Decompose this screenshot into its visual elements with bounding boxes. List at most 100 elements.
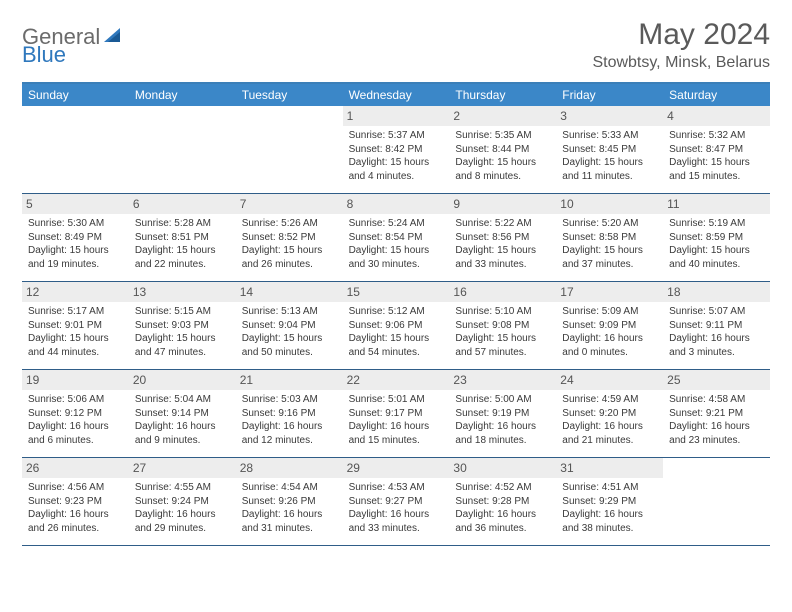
day-number: 8 (343, 194, 450, 214)
day-number: 20 (129, 370, 236, 390)
day-info: Sunrise: 4:58 AMSunset: 9:21 PMDaylight:… (667, 393, 766, 447)
calendar-cell: 12 Sunrise: 5:17 AMSunset: 9:01 PMDayligh… (22, 282, 129, 370)
day-info: Sunrise: 5:33 AMSunset: 8:45 PMDaylight:… (560, 129, 659, 183)
calendar-cell: 15 Sunrise: 5:12 AMSunset: 9:06 PMDayligh… (343, 282, 450, 370)
day-number: 12 (22, 282, 129, 302)
calendar-cell: 29 Sunrise: 4:53 AMSunset: 9:27 PMDayligh… (343, 458, 450, 546)
calendar-cell: 22 Sunrise: 5:01 AMSunset: 9:17 PMDayligh… (343, 370, 450, 458)
calendar-cell: 21 Sunrise: 5:03 AMSunset: 9:16 PMDayligh… (236, 370, 343, 458)
day-info: Sunrise: 4:56 AMSunset: 9:23 PMDaylight:… (26, 481, 125, 535)
weekday-header: Thursday (449, 84, 556, 106)
day-info: Sunrise: 4:55 AMSunset: 9:24 PMDaylight:… (133, 481, 232, 535)
day-number: 7 (236, 194, 343, 214)
day-number: 24 (556, 370, 663, 390)
day-info: Sunrise: 5:09 AMSunset: 9:09 PMDaylight:… (560, 305, 659, 359)
day-number: 19 (22, 370, 129, 390)
day-number: 15 (343, 282, 450, 302)
weekday-header: Saturday (663, 84, 770, 106)
day-number: 30 (449, 458, 556, 478)
day-info: Sunrise: 5:06 AMSunset: 9:12 PMDaylight:… (26, 393, 125, 447)
day-info: Sunrise: 5:00 AMSunset: 9:19 PMDaylight:… (453, 393, 552, 447)
calendar-cell: 24 Sunrise: 4:59 AMSunset: 9:20 PMDayligh… (556, 370, 663, 458)
day-number: 16 (449, 282, 556, 302)
day-info: Sunrise: 4:54 AMSunset: 9:26 PMDaylight:… (240, 481, 339, 535)
logo-text-blue: Blue (22, 42, 66, 67)
day-number: 29 (343, 458, 450, 478)
month-title: May 2024 (592, 18, 770, 52)
calendar-cell: 25Sunrise: 4:58 AMSunset: 9:21 PMDayligh… (663, 370, 770, 458)
day-info: Sunrise: 5:07 AMSunset: 9:11 PMDaylight:… (667, 305, 766, 359)
calendar-cell: 30Sunrise: 4:52 AMSunset: 9:28 PMDayligh… (449, 458, 556, 546)
calendar-cell: 3Sunrise: 5:33 AMSunset: 8:45 PMDaylight… (556, 106, 663, 194)
day-info: Sunrise: 5:15 AMSunset: 9:03 PMDaylight:… (133, 305, 232, 359)
day-info: Sunrise: 4:59 AMSunset: 9:20 PMDaylight:… (560, 393, 659, 447)
day-info: Sunrise: 5:24 AMSunset: 8:54 PMDaylight:… (347, 217, 446, 271)
calendar-cell: 19 Sunrise: 5:06 AMSunset: 9:12 PMDayligh… (22, 370, 129, 458)
calendar-cell: 20 Sunrise: 5:04 AMSunset: 9:14 PMDayligh… (129, 370, 236, 458)
title-block: May 2024 Stowbtsy, Minsk, Belarus (592, 18, 770, 72)
logo-line2: Blue (22, 42, 66, 68)
calendar-cell: 27 Sunrise: 4:55 AMSunset: 9:24 PMDayligh… (129, 458, 236, 546)
day-number: 28 (236, 458, 343, 478)
calendar-cell: 5 Sunrise: 5:30 AMSunset: 8:49 PMDaylight… (22, 194, 129, 282)
day-info: Sunrise: 5:28 AMSunset: 8:51 PMDaylight:… (133, 217, 232, 271)
calendar-cell: 31 Sunrise: 4:51 AMSunset: 9:29 PMDayligh… (556, 458, 663, 546)
day-info: Sunrise: 5:04 AMSunset: 9:14 PMDaylight:… (133, 393, 232, 447)
day-info: Sunrise: 5:20 AMSunset: 8:58 PMDaylight:… (560, 217, 659, 271)
calendar-cell: 6 Sunrise: 5:28 AMSunset: 8:51 PMDaylight… (129, 194, 236, 282)
day-number: 26 (22, 458, 129, 478)
calendar-cell-empty: . (236, 106, 343, 194)
day-info: Sunrise: 5:32 AMSunset: 8:47 PMDaylight:… (667, 129, 766, 183)
calendar-cell: 10Sunrise: 5:20 AMSunset: 8:58 PMDayligh… (556, 194, 663, 282)
location: Stowbtsy, Minsk, Belarus (592, 54, 770, 72)
day-info: Sunrise: 5:13 AMSunset: 9:04 PMDaylight:… (240, 305, 339, 359)
calendar-cell-empty: . (663, 458, 770, 546)
weekday-header: Tuesday (236, 84, 343, 106)
calendar-cell: 1 Sunrise: 5:37 AMSunset: 8:42 PMDaylight… (343, 106, 450, 194)
header: General May 2024 Stowbtsy, Minsk, Belaru… (22, 18, 770, 72)
day-number: 17 (556, 282, 663, 302)
day-info: Sunrise: 4:51 AMSunset: 9:29 PMDaylight:… (560, 481, 659, 535)
day-number: 2 (449, 106, 556, 126)
day-info: Sunrise: 5:01 AMSunset: 9:17 PMDaylight:… (347, 393, 446, 447)
calendar-cell: 11Sunrise: 5:19 AMSunset: 8:59 PMDayligh… (663, 194, 770, 282)
weekday-header: Wednesday (343, 84, 450, 106)
calendar-cell: 16Sunrise: 5:10 AMSunset: 9:08 PMDayligh… (449, 282, 556, 370)
calendar-cell: 14 Sunrise: 5:13 AMSunset: 9:04 PMDayligh… (236, 282, 343, 370)
day-number: 6 (129, 194, 236, 214)
day-number: 22 (343, 370, 450, 390)
day-info: Sunrise: 4:53 AMSunset: 9:27 PMDaylight:… (347, 481, 446, 535)
day-info: Sunrise: 5:17 AMSunset: 9:01 PMDaylight:… (26, 305, 125, 359)
day-info: Sunrise: 5:19 AMSunset: 8:59 PMDaylight:… (667, 217, 766, 271)
calendar-cell: 7Sunrise: 5:26 AMSunset: 8:52 PMDaylight… (236, 194, 343, 282)
day-number: 18 (663, 282, 770, 302)
day-number: 4 (663, 106, 770, 126)
day-number: 31 (556, 458, 663, 478)
day-info: Sunrise: 5:22 AMSunset: 8:56 PMDaylight:… (453, 217, 552, 271)
weekday-header: Friday (556, 84, 663, 106)
calendar-cell: 9Sunrise: 5:22 AMSunset: 8:56 PMDaylight… (449, 194, 556, 282)
calendar-cell: 18 Sunrise: 5:07 AMSunset: 9:11 PMDayligh… (663, 282, 770, 370)
calendar-cell-empty: . (129, 106, 236, 194)
calendar-cell: 4 Sunrise: 5:32 AMSunset: 8:47 PMDaylight… (663, 106, 770, 194)
calendar-grid: SundayMondayTuesdayWednesdayThursdayFrid… (22, 82, 770, 546)
calendar-cell: 2 Sunrise: 5:35 AMSunset: 8:44 PMDaylight… (449, 106, 556, 194)
day-info: Sunrise: 5:12 AMSunset: 9:06 PMDaylight:… (347, 305, 446, 359)
day-info: Sunrise: 5:35 AMSunset: 8:44 PMDaylight:… (453, 129, 552, 183)
day-info: Sunrise: 5:30 AMSunset: 8:49 PMDaylight:… (26, 217, 125, 271)
calendar-cell-empty: . (22, 106, 129, 194)
weekday-header: Sunday (22, 84, 129, 106)
calendar-cell: 8 Sunrise: 5:24 AMSunset: 8:54 PMDaylight… (343, 194, 450, 282)
calendar-cell: 23 Sunrise: 5:00 AMSunset: 9:19 PMDayligh… (449, 370, 556, 458)
day-number: 1 (343, 106, 450, 126)
weekday-header: Monday (129, 84, 236, 106)
day-number: 5 (22, 194, 129, 214)
day-number: 14 (236, 282, 343, 302)
day-number: 27 (129, 458, 236, 478)
calendar-cell: 13Sunrise: 5:15 AMSunset: 9:03 PMDayligh… (129, 282, 236, 370)
day-info: Sunrise: 5:03 AMSunset: 9:16 PMDaylight:… (240, 393, 339, 447)
day-number: 23 (449, 370, 556, 390)
day-number: 21 (236, 370, 343, 390)
calendar-cell: 28 Sunrise: 4:54 AMSunset: 9:26 PMDayligh… (236, 458, 343, 546)
day-info: Sunrise: 5:37 AMSunset: 8:42 PMDaylight:… (347, 129, 446, 183)
